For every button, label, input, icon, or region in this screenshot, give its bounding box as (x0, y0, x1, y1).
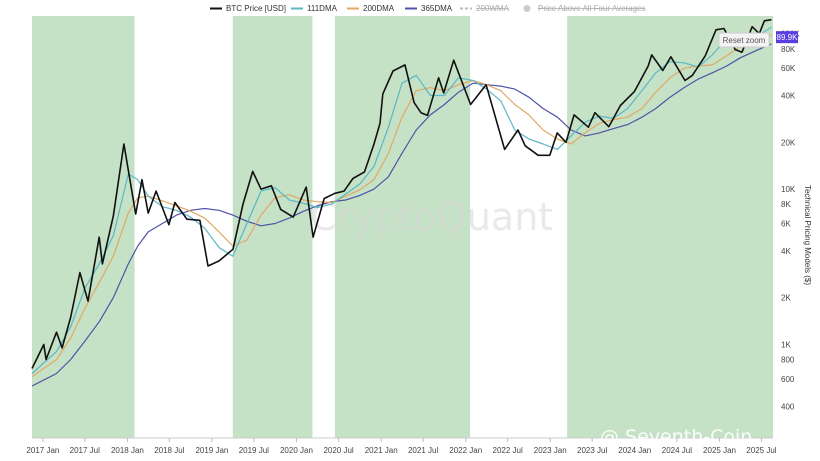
x-axis: 2017 Jan 2017 Jul 2018 Jan 2018 Jul 2019 Jan… (26, 437, 777, 455)
price-tag-box (776, 31, 798, 44)
series-line-365dma (31, 43, 772, 387)
reset-zoom-button[interactable]: Reset zoom (718, 32, 770, 48)
y-tick-label: 600 (781, 375, 795, 384)
legend-marker (523, 5, 531, 12)
y-tick-label: 800 (781, 356, 795, 365)
legend-label[interactable]: 365DMA (421, 4, 453, 13)
x-tick-label: 2021 Jan (365, 446, 398, 455)
y-tick-label: 80K (781, 45, 796, 54)
y-tick-label: 8K (781, 200, 791, 209)
y-tick-label: 1K (781, 340, 791, 349)
x-tick-label: 2018 Jan (111, 446, 144, 455)
x-tick-label: 2017 Jul (70, 446, 100, 455)
y-tick-label: 6K (781, 220, 791, 229)
shaded-regions (32, 16, 773, 438)
x-tick-label: 2025 Jul (746, 446, 776, 455)
x-tick-label: 2017 Jan (26, 446, 59, 455)
current-price-tag: 89.9K (776, 31, 799, 44)
x-tick-label: 2019 Jan (195, 446, 228, 455)
y-tick-label: 60K (781, 64, 796, 73)
series-line-btc-price-usd- (31, 18, 772, 369)
series-line-200dma (31, 34, 772, 378)
y-axis: 4006008001K2K4K6K8K10K20K40K60K80K100K (781, 30, 800, 412)
x-tick-label: 2022 Jan (449, 446, 482, 455)
y-axis-title: Technical Pricing Models ($) (803, 185, 812, 285)
x-tick-label: 2019 Jul (239, 446, 269, 455)
shaded-region-1 (232, 16, 313, 438)
x-tick-label: 2020 Jul (323, 446, 353, 455)
series-line-111dma (31, 26, 772, 374)
x-tick-label: 2024 Jan (618, 446, 651, 455)
x-tick-label: 2025 Jan (703, 446, 736, 455)
y-tick-label: 4K (781, 247, 791, 256)
legend-label[interactable]: 200DMA (363, 4, 395, 13)
legend-item-1[interactable]: 111DMA (291, 4, 338, 13)
x-tick-label: 2021 Jul (408, 446, 438, 455)
legend-item-5[interactable]: Price Above All Four Averages (523, 4, 646, 13)
legend-label[interactable]: Price Above All Four Averages (538, 4, 645, 13)
price-tag-label: 89.9K (777, 33, 799, 42)
series-lines (31, 18, 772, 387)
legend-item-2[interactable]: 200DMA (347, 4, 395, 13)
legend-label[interactable]: 200WMA (476, 4, 510, 13)
legend[interactable]: BTC Price [USD] 111DMA 200DMA 365DMA 200WMA P… (210, 4, 645, 13)
legend-label[interactable]: BTC Price [USD] (226, 4, 286, 13)
y-tick-label: 10K (781, 185, 796, 194)
x-tick-label: 2020 Jan (280, 446, 313, 455)
y-tick-label: 20K (781, 138, 796, 147)
shaded-region-2 (334, 16, 471, 438)
credit-watermark: @ Seventh-Coin (600, 426, 752, 448)
legend-item-4[interactable]: 200WMA (460, 4, 510, 13)
x-tick-label: 2018 Jul (154, 446, 184, 455)
legend-item-0[interactable]: BTC Price [USD] (210, 4, 286, 13)
shaded-region-0 (32, 16, 135, 438)
legend-label[interactable]: 111DMA (307, 4, 338, 13)
reset-zoom-label[interactable]: Reset zoom (723, 36, 766, 45)
y-tick-label: 2K (781, 294, 791, 303)
x-tick-label: 2023 Jan (534, 446, 567, 455)
y-tick-label: 400 (781, 402, 795, 411)
shaded-region-3 (567, 16, 773, 438)
legend-item-3[interactable]: 365DMA (405, 4, 453, 13)
y-tick-label: 40K (781, 92, 796, 101)
watermark-text: CryptoQuant (310, 195, 553, 239)
x-tick-label: 2023 Jul (577, 446, 607, 455)
x-tick-label: 2024 Jul (662, 446, 692, 455)
x-tick-label: 2022 Jul (493, 446, 523, 455)
